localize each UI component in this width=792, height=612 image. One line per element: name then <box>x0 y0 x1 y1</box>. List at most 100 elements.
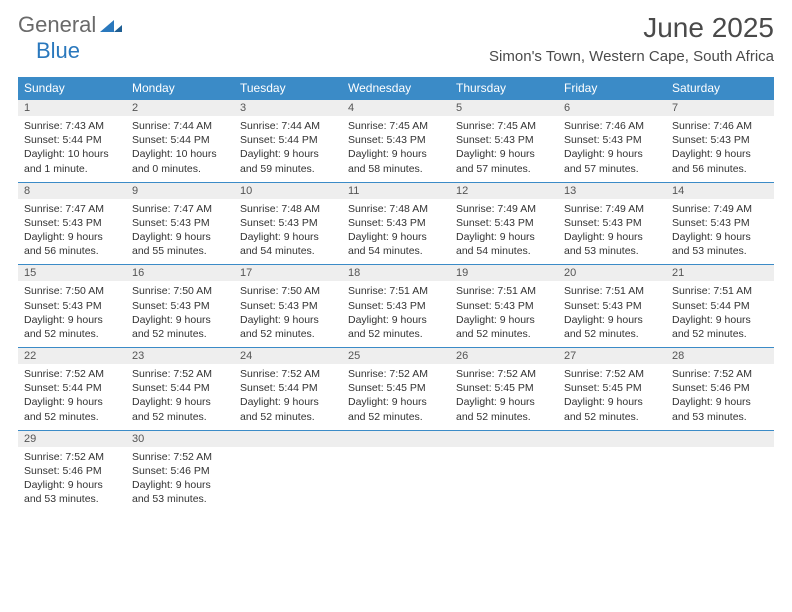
sunset-text: Sunset: 5:43 PM <box>348 299 444 313</box>
day-number-row: 15161718192021 <box>18 265 774 282</box>
day-info-row: Sunrise: 7:52 AM Sunset: 5:46 PMDaylight:… <box>18 447 774 513</box>
day-info-cell: Sunrise: 7:49 AMSunset: 5:43 PMDaylight:… <box>450 199 558 265</box>
day-info-cell <box>234 447 342 513</box>
daylight-text: Daylight: 9 hours and 59 minutes. <box>240 147 336 175</box>
day-info-cell: Sunrise: 7:51 AMSunset: 5:43 PMDaylight:… <box>342 281 450 347</box>
daylight-text: Daylight: 9 hours and 52 minutes. <box>348 313 444 341</box>
sunset-text: Sunset: 5:44 PM <box>24 381 120 395</box>
daylight-text: Daylight: 9 hours and 52 minutes. <box>240 395 336 423</box>
day-info-cell: Sunrise: 7:52 AMSunset: 5:44 PMDaylight:… <box>126 364 234 430</box>
day-info-cell: Sunrise: 7:52 AMSunset: 5:46 PMDaylight:… <box>666 364 774 430</box>
sunrise-text: Sunrise: 7:52 AM <box>132 450 228 464</box>
day-number-cell: 23 <box>126 348 234 365</box>
daylight-text: Daylight: 9 hours and 52 minutes. <box>240 313 336 341</box>
page-header: General June 2025 Simon's Town, Western … <box>0 0 792 69</box>
sunset-text: Sunset: 5:43 PM <box>456 216 552 230</box>
day-number-cell: 21 <box>666 265 774 282</box>
sunset-text: Sunset: 5:45 PM <box>456 381 552 395</box>
day-number-cell: 18 <box>342 265 450 282</box>
daylight-text: Daylight: 9 hours and 53 minutes. <box>672 395 768 423</box>
sunset-text: Sunset: 5:44 PM <box>672 299 768 313</box>
sunset-text: Sunset: 5:43 PM <box>348 133 444 147</box>
weekday-header-row: Sunday Monday Tuesday Wednesday Thursday… <box>18 77 774 100</box>
logo-triangle-icon <box>100 12 122 38</box>
day-number-cell: 11 <box>342 182 450 199</box>
daylight-text: Daylight: 9 hours and 52 minutes. <box>132 313 228 341</box>
day-number-cell: 1 <box>18 100 126 117</box>
day-info-cell: Sunrise: 7:51 AMSunset: 5:43 PMDaylight:… <box>450 281 558 347</box>
sunrise-text: Sunrise: 7:52 AM <box>24 367 120 381</box>
day-number-cell <box>342 430 450 447</box>
day-number-cell: 13 <box>558 182 666 199</box>
day-info-cell <box>450 447 558 513</box>
day-info-cell: Sunrise: 7:48 AMSunset: 5:43 PMDaylight:… <box>234 199 342 265</box>
day-info-row: Sunrise: 7:43 AMSunset: 5:44 PM Daylight:… <box>18 116 774 182</box>
day-number-cell: 2 <box>126 100 234 117</box>
day-info-cell: Sunrise: 7:52 AMSunset: 5:46 PMDaylight:… <box>126 447 234 513</box>
brand-part2: Blue <box>36 38 80 64</box>
sunrise-text: Sunrise: 7:50 AM <box>240 284 336 298</box>
weekday-header: Wednesday <box>342 77 450 100</box>
day-info-cell: Sunrise: 7:46 AMSunset: 5:43 PMDaylight:… <box>666 116 774 182</box>
day-info-cell: Sunrise: 7:49 AMSunset: 5:43 PMDaylight:… <box>666 199 774 265</box>
day-number-cell <box>666 430 774 447</box>
sunrise-text: Sunrise: 7:48 AM <box>240 202 336 216</box>
day-number-cell: 16 <box>126 265 234 282</box>
sunset-text: Sunset: 5:43 PM <box>348 216 444 230</box>
sunset-text: Sunset: 5:46 PM <box>24 464 120 478</box>
sunset-text: Sunset: 5:43 PM <box>240 216 336 230</box>
sunset-text: Sunset: 5:45 PM <box>348 381 444 395</box>
day-number-cell: 19 <box>450 265 558 282</box>
weekday-header: Thursday <box>450 77 558 100</box>
day-info-cell: Sunrise: 7:47 AMSunset: 5:43 PMDaylight:… <box>18 199 126 265</box>
day-info-cell <box>666 447 774 513</box>
daylight-text: Daylight: 9 hours and 52 minutes. <box>564 395 660 423</box>
day-number-cell: 14 <box>666 182 774 199</box>
daylight-text: Daylight: 9 hours and 53 minutes. <box>24 478 120 506</box>
sunrise-text: Sunrise: 7:44 AM <box>240 119 336 133</box>
weekday-header: Friday <box>558 77 666 100</box>
day-number-cell: 29 <box>18 430 126 447</box>
sunrise-text: Sunrise: 7:44 AM <box>132 119 228 133</box>
sunset-text: Sunset: 5:44 PM <box>24 133 120 147</box>
day-number-row: 22232425262728 <box>18 348 774 365</box>
day-number-cell: 15 <box>18 265 126 282</box>
calendar-table: Sunday Monday Tuesday Wednesday Thursday… <box>18 77 774 512</box>
day-number-row: 2930 <box>18 430 774 447</box>
daylight-text: Daylight: 9 hours and 52 minutes. <box>564 313 660 341</box>
daylight-text: Daylight: 9 hours and 52 minutes. <box>132 395 228 423</box>
day-info-cell: Sunrise: 7:45 AMSunset: 5:43 PMDaylight:… <box>450 116 558 182</box>
day-info-cell <box>342 447 450 513</box>
daylight-text: Daylight: 9 hours and 52 minutes. <box>24 313 120 341</box>
daylight-text: Daylight: 10 hours and 0 minutes. <box>132 147 228 175</box>
sunrise-text: Sunrise: 7:50 AM <box>24 284 120 298</box>
sunset-text: Sunset: 5:43 PM <box>564 133 660 147</box>
day-number-cell <box>450 430 558 447</box>
day-number-cell: 8 <box>18 182 126 199</box>
daylight-text: Daylight: 9 hours and 52 minutes. <box>456 313 552 341</box>
daylight-text: Daylight: 9 hours and 54 minutes. <box>456 230 552 258</box>
day-number-cell <box>234 430 342 447</box>
sunrise-text: Sunrise: 7:43 AM <box>24 119 120 133</box>
day-number-cell: 24 <box>234 348 342 365</box>
daylight-text: Daylight: 9 hours and 54 minutes. <box>240 230 336 258</box>
sunset-text: Sunset: 5:44 PM <box>240 381 336 395</box>
day-number-cell: 27 <box>558 348 666 365</box>
sunrise-text: Sunrise: 7:52 AM <box>240 367 336 381</box>
daylight-text: Daylight: 9 hours and 52 minutes. <box>348 395 444 423</box>
sunrise-text: Sunrise: 7:49 AM <box>456 202 552 216</box>
day-number-cell: 17 <box>234 265 342 282</box>
sunrise-text: Sunrise: 7:52 AM <box>132 367 228 381</box>
sunset-text: Sunset: 5:43 PM <box>564 299 660 313</box>
day-info-cell: Sunrise: 7:44 AMSunset: 5:44 PMDaylight:… <box>126 116 234 182</box>
title-block: June 2025 Simon's Town, Western Cape, So… <box>489 12 774 65</box>
brand-logo: General <box>18 12 124 38</box>
day-number-row: 891011121314 <box>18 182 774 199</box>
day-info-cell: Sunrise: 7:50 AMSunset: 5:43 PMDaylight:… <box>18 281 126 347</box>
calendar-body: 1234567Sunrise: 7:43 AMSunset: 5:44 PMDa… <box>18 100 774 513</box>
daylight-text: Daylight: 9 hours and 52 minutes. <box>672 313 768 341</box>
daylight-text: Daylight: 9 hours and 53 minutes. <box>564 230 660 258</box>
day-info-cell: Sunrise: 7:46 AMSunset: 5:43 PMDaylight:… <box>558 116 666 182</box>
sunrise-text: Sunrise: 7:51 AM <box>348 284 444 298</box>
sunrise-text: Sunrise: 7:52 AM <box>672 367 768 381</box>
